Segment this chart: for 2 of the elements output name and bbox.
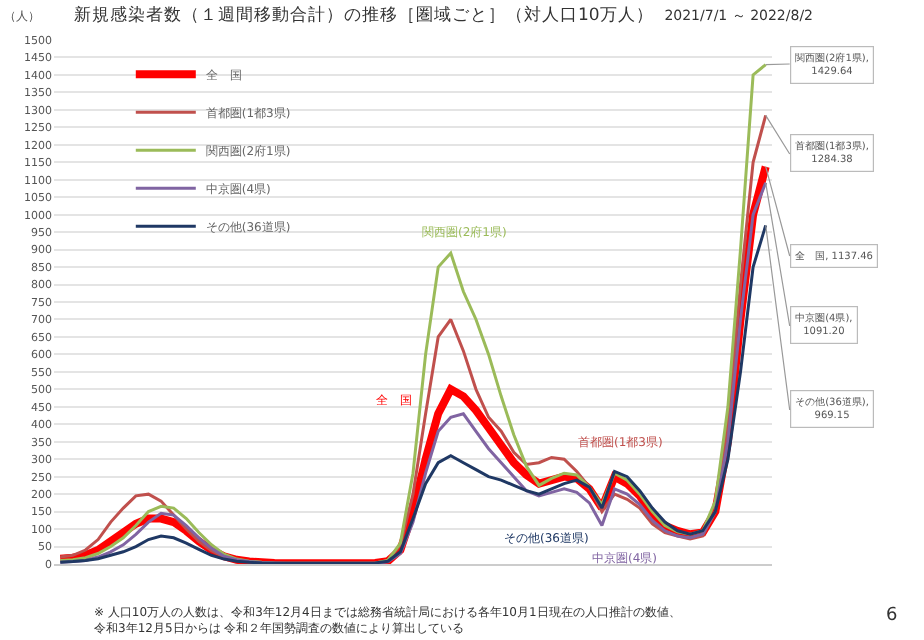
chart-title: 新規感染者数（１週間移動合計）の推移［圏域ごと］（対人口10万人） — [73, 5, 654, 26]
text: 6 — [886, 606, 898, 626]
